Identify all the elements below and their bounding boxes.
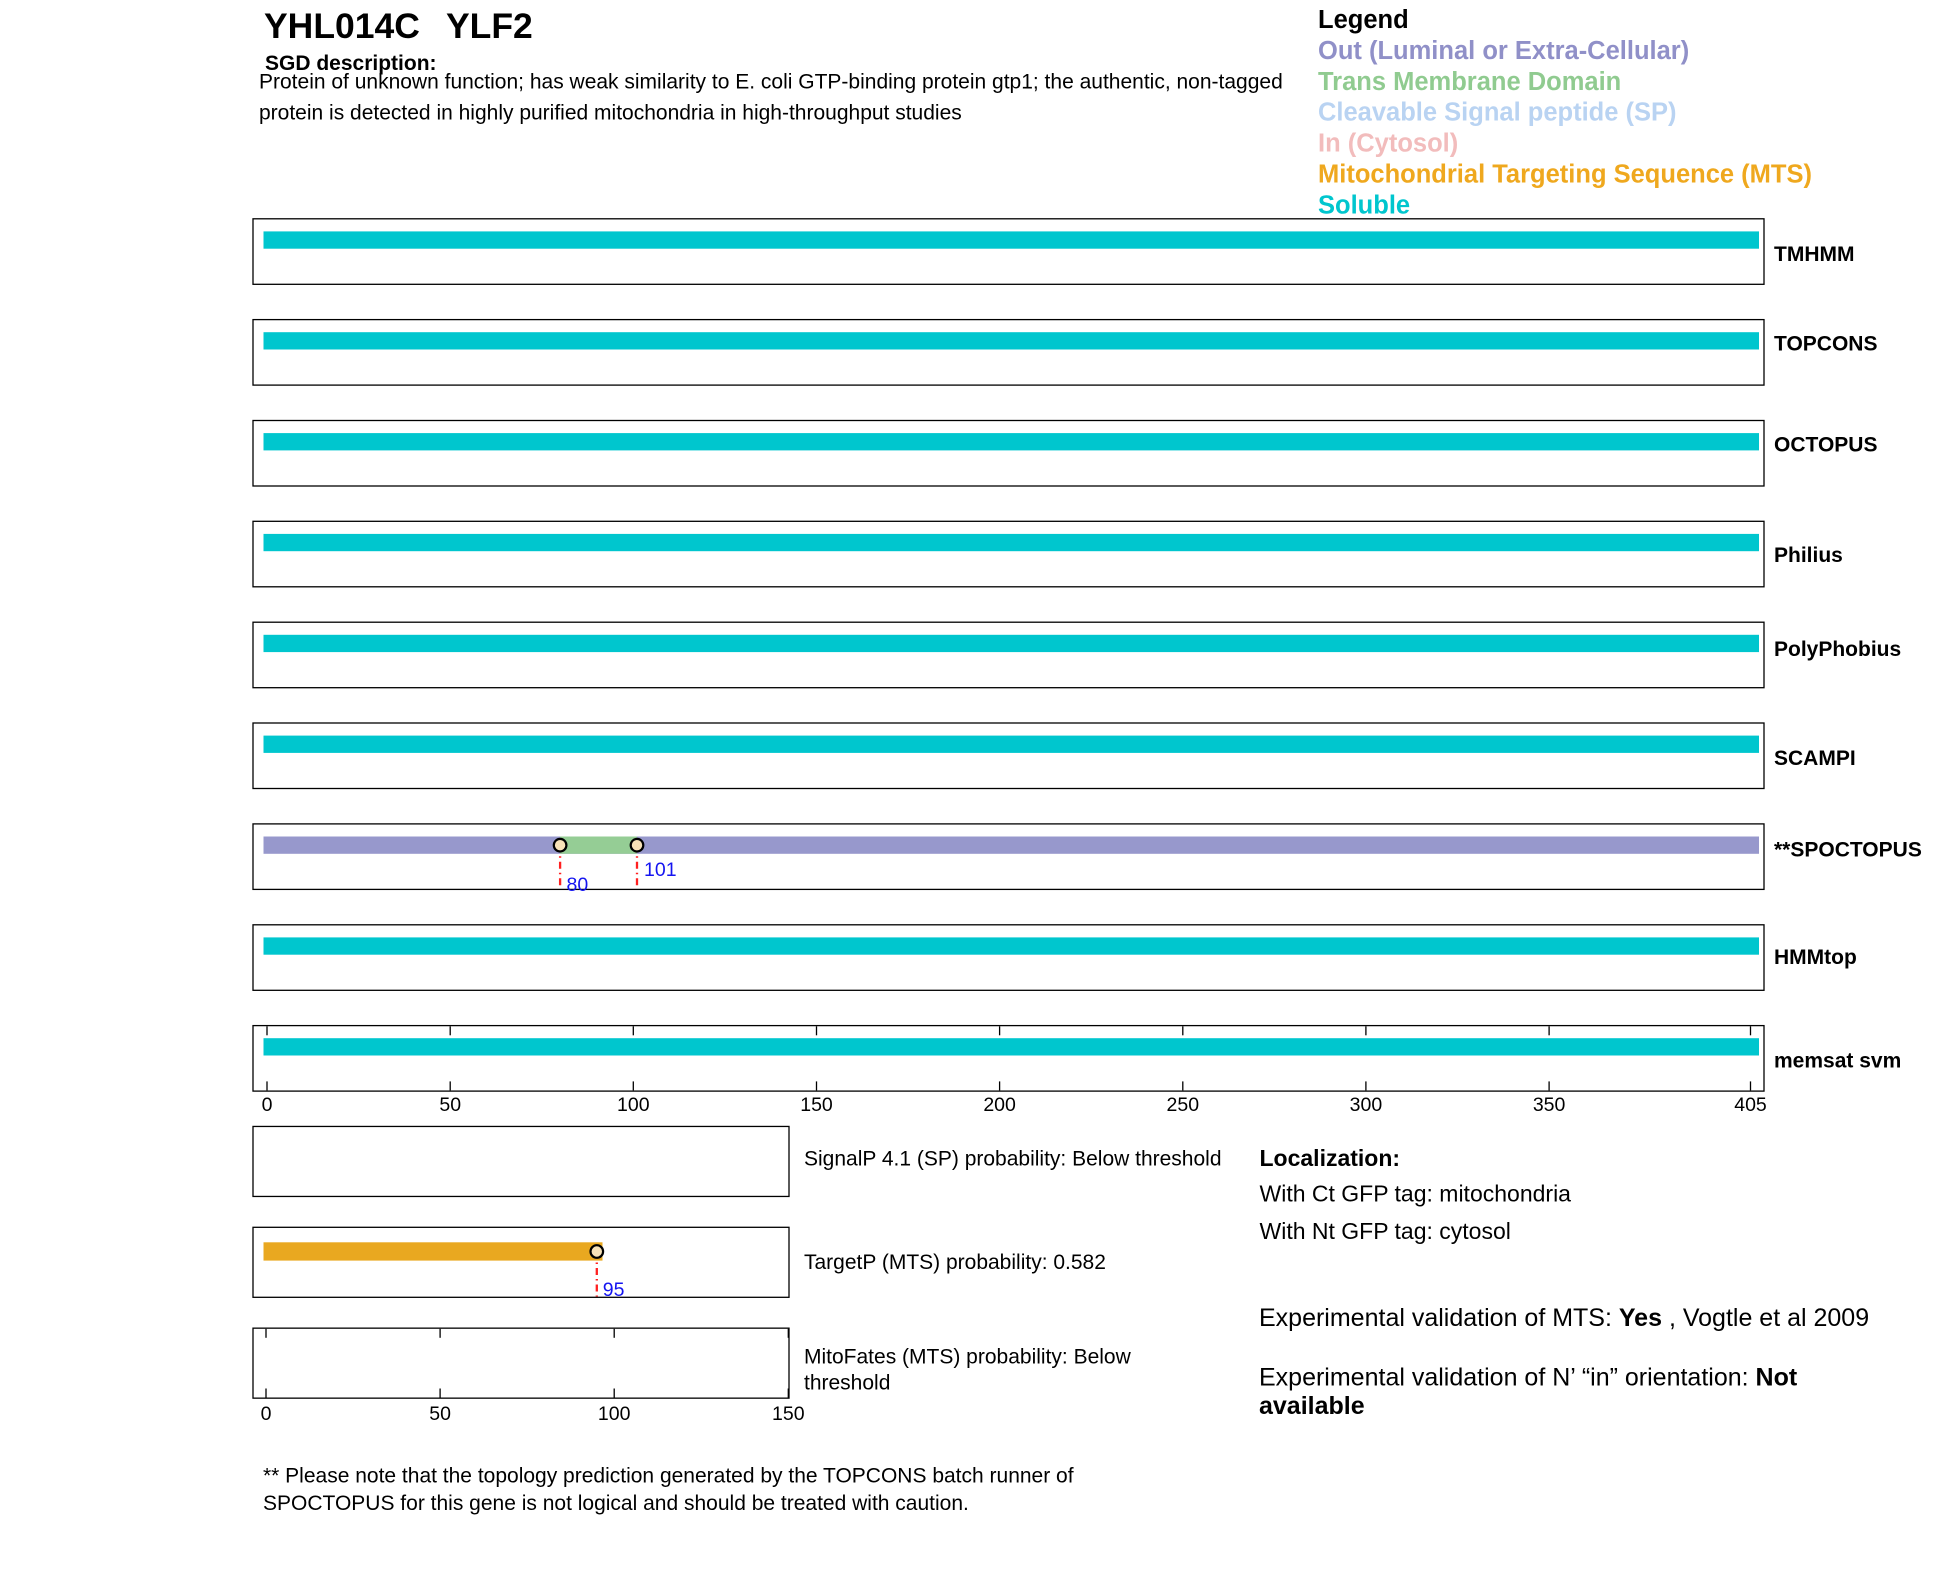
svg-text:150: 150 [772,1403,805,1425]
svg-text:Localization:: Localization: [1260,1145,1401,1171]
svg-text:PolyPhobius: PolyPhobius [1774,638,1901,661]
svg-text:YHL014C: YHL014C [264,6,420,46]
svg-text:MitoFates (MTS) probability: B: MitoFates (MTS) probability: Below [804,1346,1132,1369]
svg-text:405: 405 [1734,1094,1767,1116]
svg-text:SCAMPI: SCAMPI [1774,747,1856,770]
svg-text:**SPOCTOPUS: **SPOCTOPUS [1774,838,1922,861]
svg-text:protein is detected in highly: protein is detected in highly purified m… [259,102,962,125]
svg-text:50: 50 [439,1094,461,1116]
svg-text:memsat svm: memsat svm [1774,1050,1901,1073]
svg-text:Philius: Philius [1774,544,1843,567]
svg-text:200: 200 [983,1094,1016,1116]
svg-text:HMMtop: HMMtop [1774,946,1857,969]
svg-text:available: available [1259,1392,1365,1420]
svg-text:SignalP 4.1 (SP) probability:: SignalP 4.1 (SP) probability: Below thre… [804,1147,1222,1170]
svg-text:OCTOPUS: OCTOPUS [1774,434,1877,457]
svg-text:0: 0 [262,1094,273,1116]
svg-text:TargetP (MTS) probability: 0.5: TargetP (MTS) probability: 0.582 [804,1251,1106,1274]
svg-text:Soluble: Soluble [1318,191,1410,219]
svg-text:250: 250 [1167,1094,1200,1116]
svg-text:Experimental validation of N’: Experimental validation of N’ “in” orien… [1259,1364,1798,1392]
svg-text:Mitochondrial Targeting Sequen: Mitochondrial Targeting Sequence (MTS) [1318,161,1812,189]
svg-text:threshold: threshold [804,1372,890,1395]
svg-text:In (Cytosol): In (Cytosol) [1318,130,1458,158]
svg-text:350: 350 [1533,1094,1566,1116]
svg-text:101: 101 [644,859,677,881]
svg-text:TMHMM: TMHMM [1774,243,1854,266]
svg-text:Trans Membrane Domain: Trans Membrane Domain [1318,68,1621,96]
svg-text:YLF2: YLF2 [446,6,533,46]
svg-text:Cleavable Signal peptide (SP): Cleavable Signal peptide (SP) [1318,99,1677,127]
svg-text:100: 100 [598,1403,631,1425]
svg-text:With Nt GFP tag: cytosol: With Nt GFP tag: cytosol [1260,1218,1511,1244]
svg-text:** Please note that the topolo: ** Please note that the topology predict… [263,1465,1074,1488]
svg-text:95: 95 [603,1279,625,1301]
svg-text:SGD description:: SGD description: [265,52,437,75]
svg-text:TOPCONS: TOPCONS [1774,333,1877,356]
svg-text:0: 0 [261,1403,272,1425]
svg-text:SPOCTOPUS for this gene is not: SPOCTOPUS for this gene is not logical a… [263,1492,969,1515]
svg-text:150: 150 [800,1094,833,1116]
svg-text:80: 80 [567,874,589,896]
svg-text:100: 100 [617,1094,650,1116]
svg-text:50: 50 [429,1403,451,1425]
svg-text:With Ct GFP tag: mitochondria: With Ct GFP tag: mitochondria [1260,1181,1572,1207]
svg-text:Out (Luminal or Extra-Cellular: Out (Luminal or Extra-Cellular) [1318,37,1689,65]
svg-text:Experimental validation of MTS: Experimental validation of MTS: Yes , Vo… [1259,1304,1869,1332]
svg-text:Legend: Legend [1318,6,1409,34]
svg-text:300: 300 [1350,1094,1383,1116]
svg-text:Protein of unknown function; h: Protein of unknown function; has weak si… [259,71,1283,94]
